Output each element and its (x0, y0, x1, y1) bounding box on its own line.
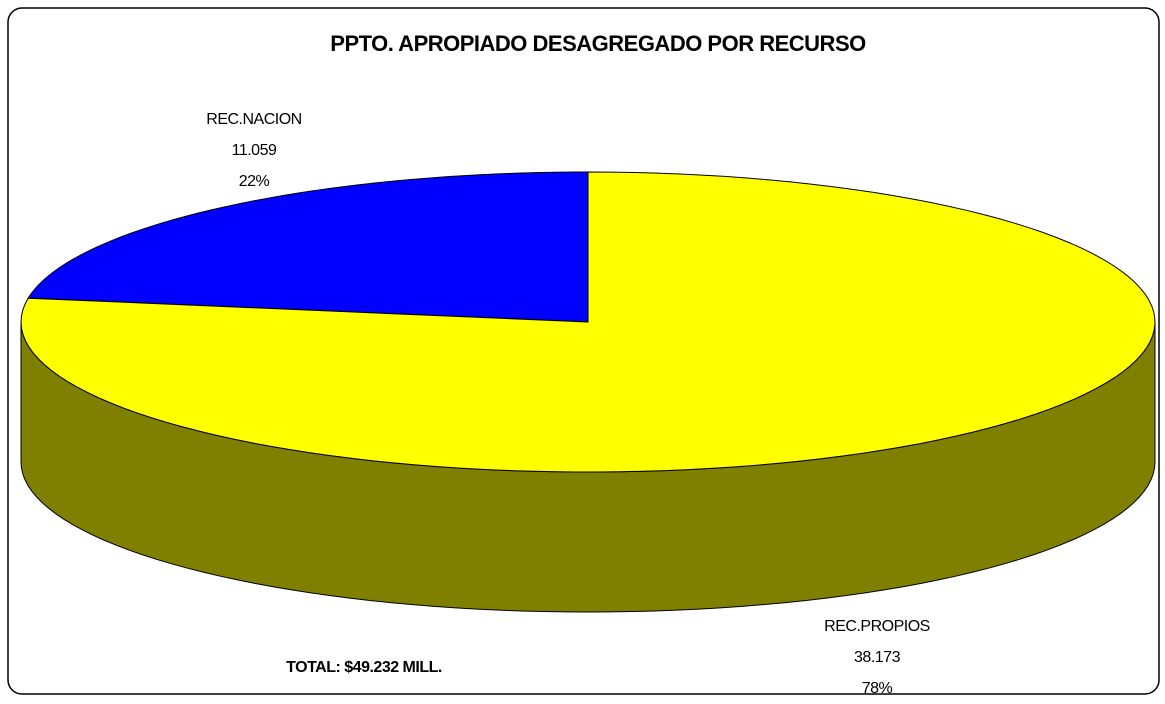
slice-label: REC.NACION (206, 111, 301, 128)
pie-slice (20, 171, 1156, 473)
chart-title: PPTO. APROPIADO DESAGREGADO POR RECURSO (330, 31, 866, 56)
slice-percent: 78% (862, 680, 893, 697)
slice-value: 38.173 (854, 649, 901, 666)
slice-percent: 22% (239, 173, 270, 190)
annotation: TOTAL: $49.232 MILL. (286, 659, 442, 676)
slice-value: 11.059 (232, 142, 277, 159)
slice-label: REC.PROPIOS (824, 618, 930, 635)
pie-slice (27, 171, 589, 323)
